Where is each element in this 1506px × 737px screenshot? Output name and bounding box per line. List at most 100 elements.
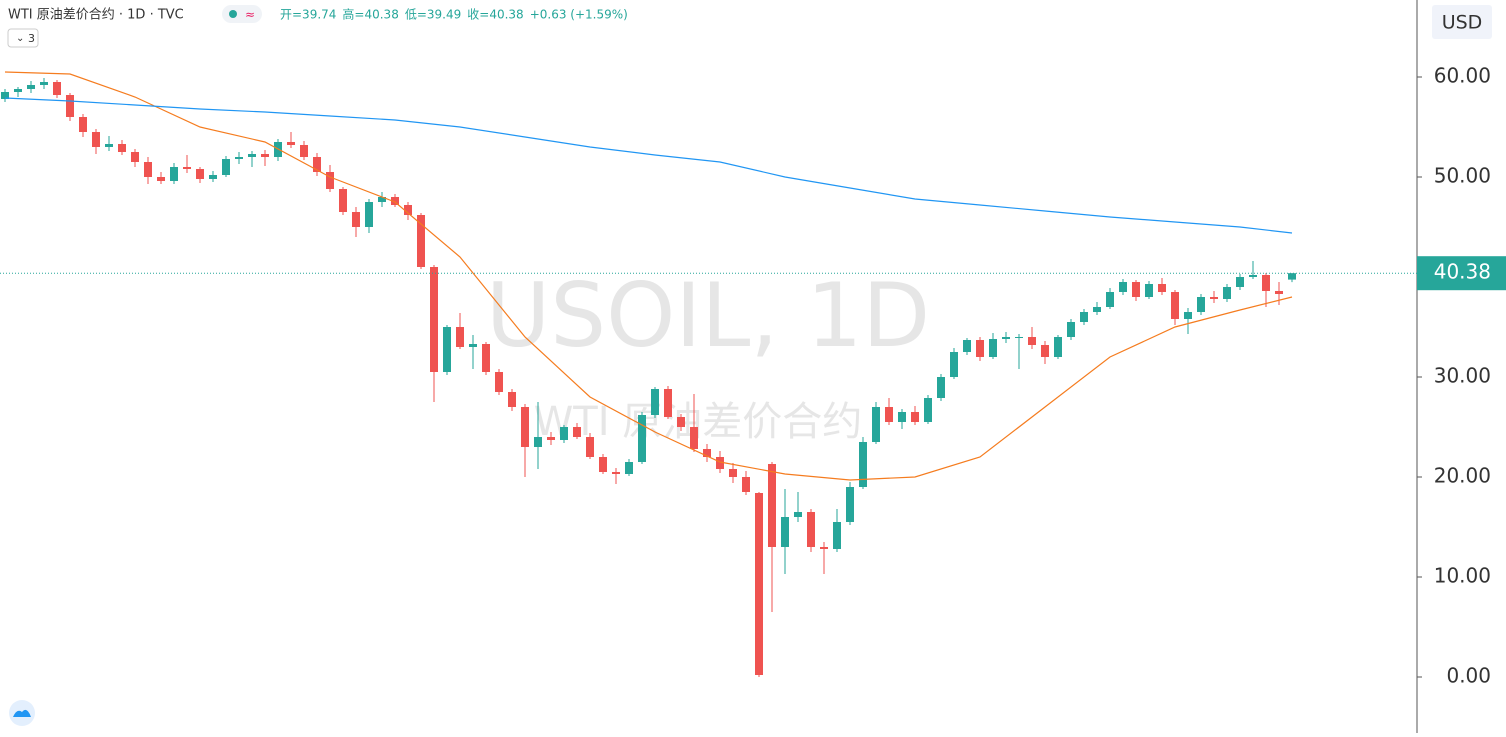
candle-body — [1249, 275, 1257, 277]
y-tick-label: 30.00 — [1434, 364, 1491, 388]
candle-body — [664, 389, 672, 417]
candle-body — [859, 442, 867, 487]
ohlc-item: 高=40.38 — [342, 7, 398, 22]
candle-body — [313, 157, 321, 172]
ohlc-item: 开=39.74 — [280, 8, 336, 22]
candle-body — [66, 95, 74, 117]
candle-body — [443, 327, 451, 372]
candle-body — [547, 437, 555, 440]
candle-body — [885, 407, 893, 422]
candle-body — [235, 157, 243, 159]
candle-body — [1067, 322, 1075, 337]
candle-body — [1054, 337, 1062, 357]
candle-body — [430, 267, 438, 372]
y-tick-label: 0.00 — [1446, 664, 1491, 688]
indicator-count: 3 — [28, 32, 35, 45]
candle-body — [573, 427, 581, 437]
candle-body — [365, 202, 373, 227]
y-tick-label: 10.00 — [1434, 564, 1491, 588]
candle-body — [820, 547, 828, 549]
candle-body — [209, 175, 217, 179]
candle-body — [872, 407, 880, 442]
candle-body — [1015, 337, 1023, 338]
candle-body — [261, 154, 269, 157]
candle-body — [1275, 291, 1283, 294]
candle-body — [911, 412, 919, 422]
candle-body — [1262, 275, 1270, 291]
ohlc-item: 收=40.38 — [467, 8, 523, 22]
candle-body — [781, 517, 789, 547]
moving-average — [4, 71, 1293, 481]
candle-body — [131, 152, 139, 162]
candle-body — [950, 352, 958, 377]
candle-body — [1223, 287, 1231, 299]
indicator-toggle[interactable] — [7, 28, 39, 48]
candle-body — [846, 487, 854, 522]
currency-box[interactable] — [1432, 5, 1492, 39]
candle-body — [1106, 292, 1114, 307]
candle-body — [1002, 337, 1010, 339]
candle-body — [508, 392, 516, 407]
chart-title: WTI 原油差价合约 · 1D · TVC — [8, 8, 184, 23]
candle-body — [651, 389, 659, 415]
candle-body — [625, 462, 633, 474]
candle-body — [560, 427, 568, 440]
candle-body — [963, 340, 971, 352]
candle-body — [326, 172, 334, 189]
candle-body — [937, 377, 945, 398]
candle-body — [924, 398, 932, 422]
candle-body — [105, 144, 113, 147]
candle-body — [1236, 277, 1244, 287]
candle-body — [521, 407, 529, 447]
candle-body — [118, 144, 126, 152]
candle-body — [534, 437, 542, 447]
y-tick-label: 50.00 — [1434, 164, 1491, 188]
candle-body — [1210, 297, 1218, 299]
candle-body — [1158, 284, 1166, 292]
candle-body — [183, 167, 191, 169]
candle-body — [768, 464, 776, 547]
candle-body — [248, 154, 256, 157]
candle-body — [352, 212, 360, 227]
ohlc-legend: 开=39.74 高=40.38 低=39.49 收=40.38 +0.63 (+1.59… — [280, 7, 628, 22]
candle-body — [1041, 345, 1049, 357]
ohlc-item: 低=39.49 — [405, 8, 461, 22]
candle-body — [14, 89, 22, 92]
currency: USD — [1442, 12, 1483, 34]
candle-body — [1288, 273, 1296, 280]
candle-body — [40, 82, 48, 85]
candle-body — [404, 205, 412, 215]
candle-body — [287, 142, 295, 145]
last-price-label: 40.38 — [1434, 260, 1491, 284]
candle-body — [1171, 292, 1179, 319]
candle-body — [222, 159, 230, 175]
candle-body — [898, 412, 906, 422]
candle-body — [989, 339, 997, 357]
candle-body — [742, 477, 750, 492]
candle-body — [1080, 312, 1088, 322]
status-icon: ≈ — [245, 8, 255, 22]
candle-body — [456, 327, 464, 347]
candle-body — [495, 372, 503, 392]
candle-body — [716, 457, 724, 469]
candle-body — [1028, 337, 1036, 345]
candle-body — [482, 344, 490, 372]
candle-body — [1184, 312, 1192, 319]
candle-body — [1197, 297, 1205, 312]
candle-body — [586, 437, 594, 457]
candle-body — [807, 512, 815, 547]
candle-body — [976, 340, 984, 357]
candle-body — [703, 449, 711, 457]
candle-body — [53, 82, 61, 95]
candle-body — [833, 522, 841, 549]
candle-body — [157, 177, 165, 181]
y-tick-label: 60.00 — [1434, 64, 1491, 88]
candle-body — [79, 117, 87, 132]
moving-average — [4, 97, 1293, 234]
candle-body — [599, 457, 607, 472]
chevron: ⌄ — [16, 33, 24, 44]
watermark: USOIL, 1D — [486, 264, 930, 367]
candle-body — [417, 215, 425, 267]
